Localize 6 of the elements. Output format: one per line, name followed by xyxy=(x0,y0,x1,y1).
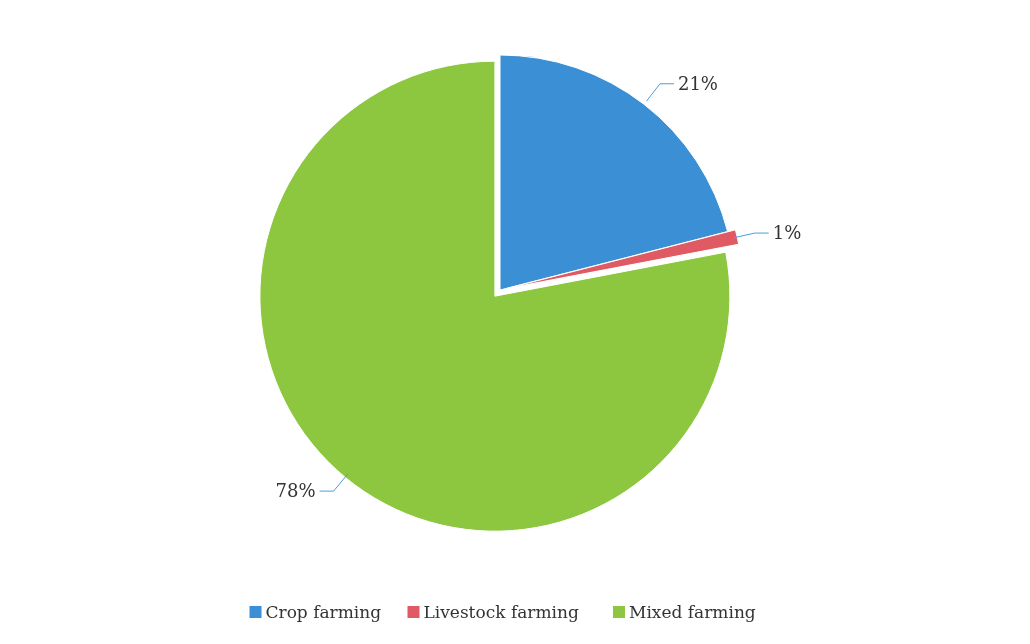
legend-label: Mixed farming xyxy=(629,601,756,622)
legend-label: Crop farming xyxy=(265,601,382,622)
data-label: 21% xyxy=(677,73,718,95)
data-label: 1% xyxy=(772,222,802,244)
legend-label: Livestock farming xyxy=(423,601,579,622)
data-label: 78% xyxy=(275,480,316,502)
